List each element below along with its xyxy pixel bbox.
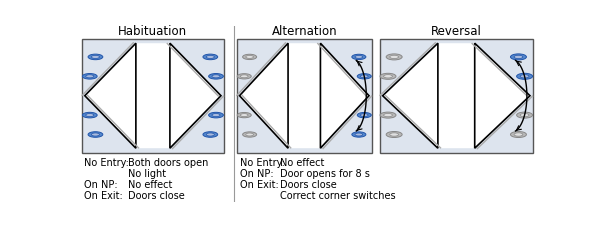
Circle shape [357, 74, 371, 80]
Circle shape [209, 113, 223, 118]
Circle shape [380, 113, 396, 118]
Bar [380, 39, 533, 153]
Circle shape [390, 56, 398, 59]
Circle shape [203, 132, 218, 138]
Polygon shape [320, 44, 369, 148]
Circle shape [246, 133, 253, 136]
Circle shape [242, 132, 257, 138]
Circle shape [212, 114, 220, 117]
Text: No Entry:: No Entry: [84, 158, 129, 168]
Circle shape [206, 133, 214, 136]
Text: No effect: No effect [128, 179, 173, 189]
Circle shape [209, 74, 223, 80]
Text: On NP:: On NP: [84, 179, 118, 189]
Bar [82, 39, 224, 153]
Circle shape [352, 132, 366, 138]
Circle shape [241, 76, 248, 78]
Circle shape [246, 56, 253, 59]
Text: Reversal: Reversal [431, 25, 482, 38]
Text: Doors close: Doors close [280, 179, 337, 189]
Polygon shape [383, 44, 438, 148]
Circle shape [241, 114, 248, 117]
Circle shape [237, 74, 251, 80]
Circle shape [82, 74, 97, 80]
Polygon shape [383, 44, 530, 148]
Circle shape [361, 76, 368, 78]
Polygon shape [239, 44, 369, 148]
Text: On Exit:: On Exit: [84, 190, 123, 200]
Circle shape [203, 55, 218, 60]
Polygon shape [85, 44, 136, 148]
Circle shape [88, 132, 103, 138]
Polygon shape [85, 44, 221, 148]
Circle shape [86, 114, 94, 117]
Circle shape [355, 133, 363, 136]
Text: Alternation: Alternation [271, 25, 337, 38]
Circle shape [390, 133, 398, 137]
Circle shape [88, 55, 103, 60]
Circle shape [361, 114, 368, 117]
Circle shape [520, 75, 529, 79]
Text: No light: No light [128, 168, 167, 178]
Polygon shape [475, 44, 530, 148]
Circle shape [514, 56, 523, 59]
Text: No Entry:: No Entry: [240, 158, 285, 168]
Circle shape [91, 56, 100, 59]
Circle shape [383, 75, 392, 79]
Circle shape [242, 55, 257, 60]
Circle shape [357, 113, 371, 118]
Text: On Exit:: On Exit: [240, 179, 279, 189]
Circle shape [386, 132, 402, 138]
Circle shape [91, 133, 100, 136]
Circle shape [517, 113, 533, 118]
Circle shape [383, 114, 392, 117]
Text: Habituation: Habituation [118, 25, 187, 38]
Circle shape [511, 55, 526, 61]
Circle shape [206, 56, 214, 59]
Circle shape [380, 74, 396, 80]
Text: Doors close: Doors close [128, 190, 185, 200]
Bar [237, 39, 371, 153]
Circle shape [386, 55, 402, 61]
Polygon shape [170, 44, 221, 148]
Text: No effect: No effect [280, 158, 324, 168]
Circle shape [355, 56, 363, 59]
Circle shape [517, 74, 533, 80]
Circle shape [237, 113, 251, 118]
Text: On NP:: On NP: [240, 168, 274, 178]
Circle shape [86, 75, 94, 79]
Text: Correct corner switches: Correct corner switches [280, 190, 395, 200]
Circle shape [514, 133, 523, 137]
Circle shape [352, 55, 366, 60]
Circle shape [520, 114, 529, 117]
Polygon shape [239, 44, 288, 148]
Text: Both doors open: Both doors open [128, 158, 209, 168]
Circle shape [212, 75, 220, 79]
Circle shape [82, 113, 97, 118]
Text: Door opens for 8 s: Door opens for 8 s [280, 168, 370, 178]
Circle shape [511, 132, 526, 138]
